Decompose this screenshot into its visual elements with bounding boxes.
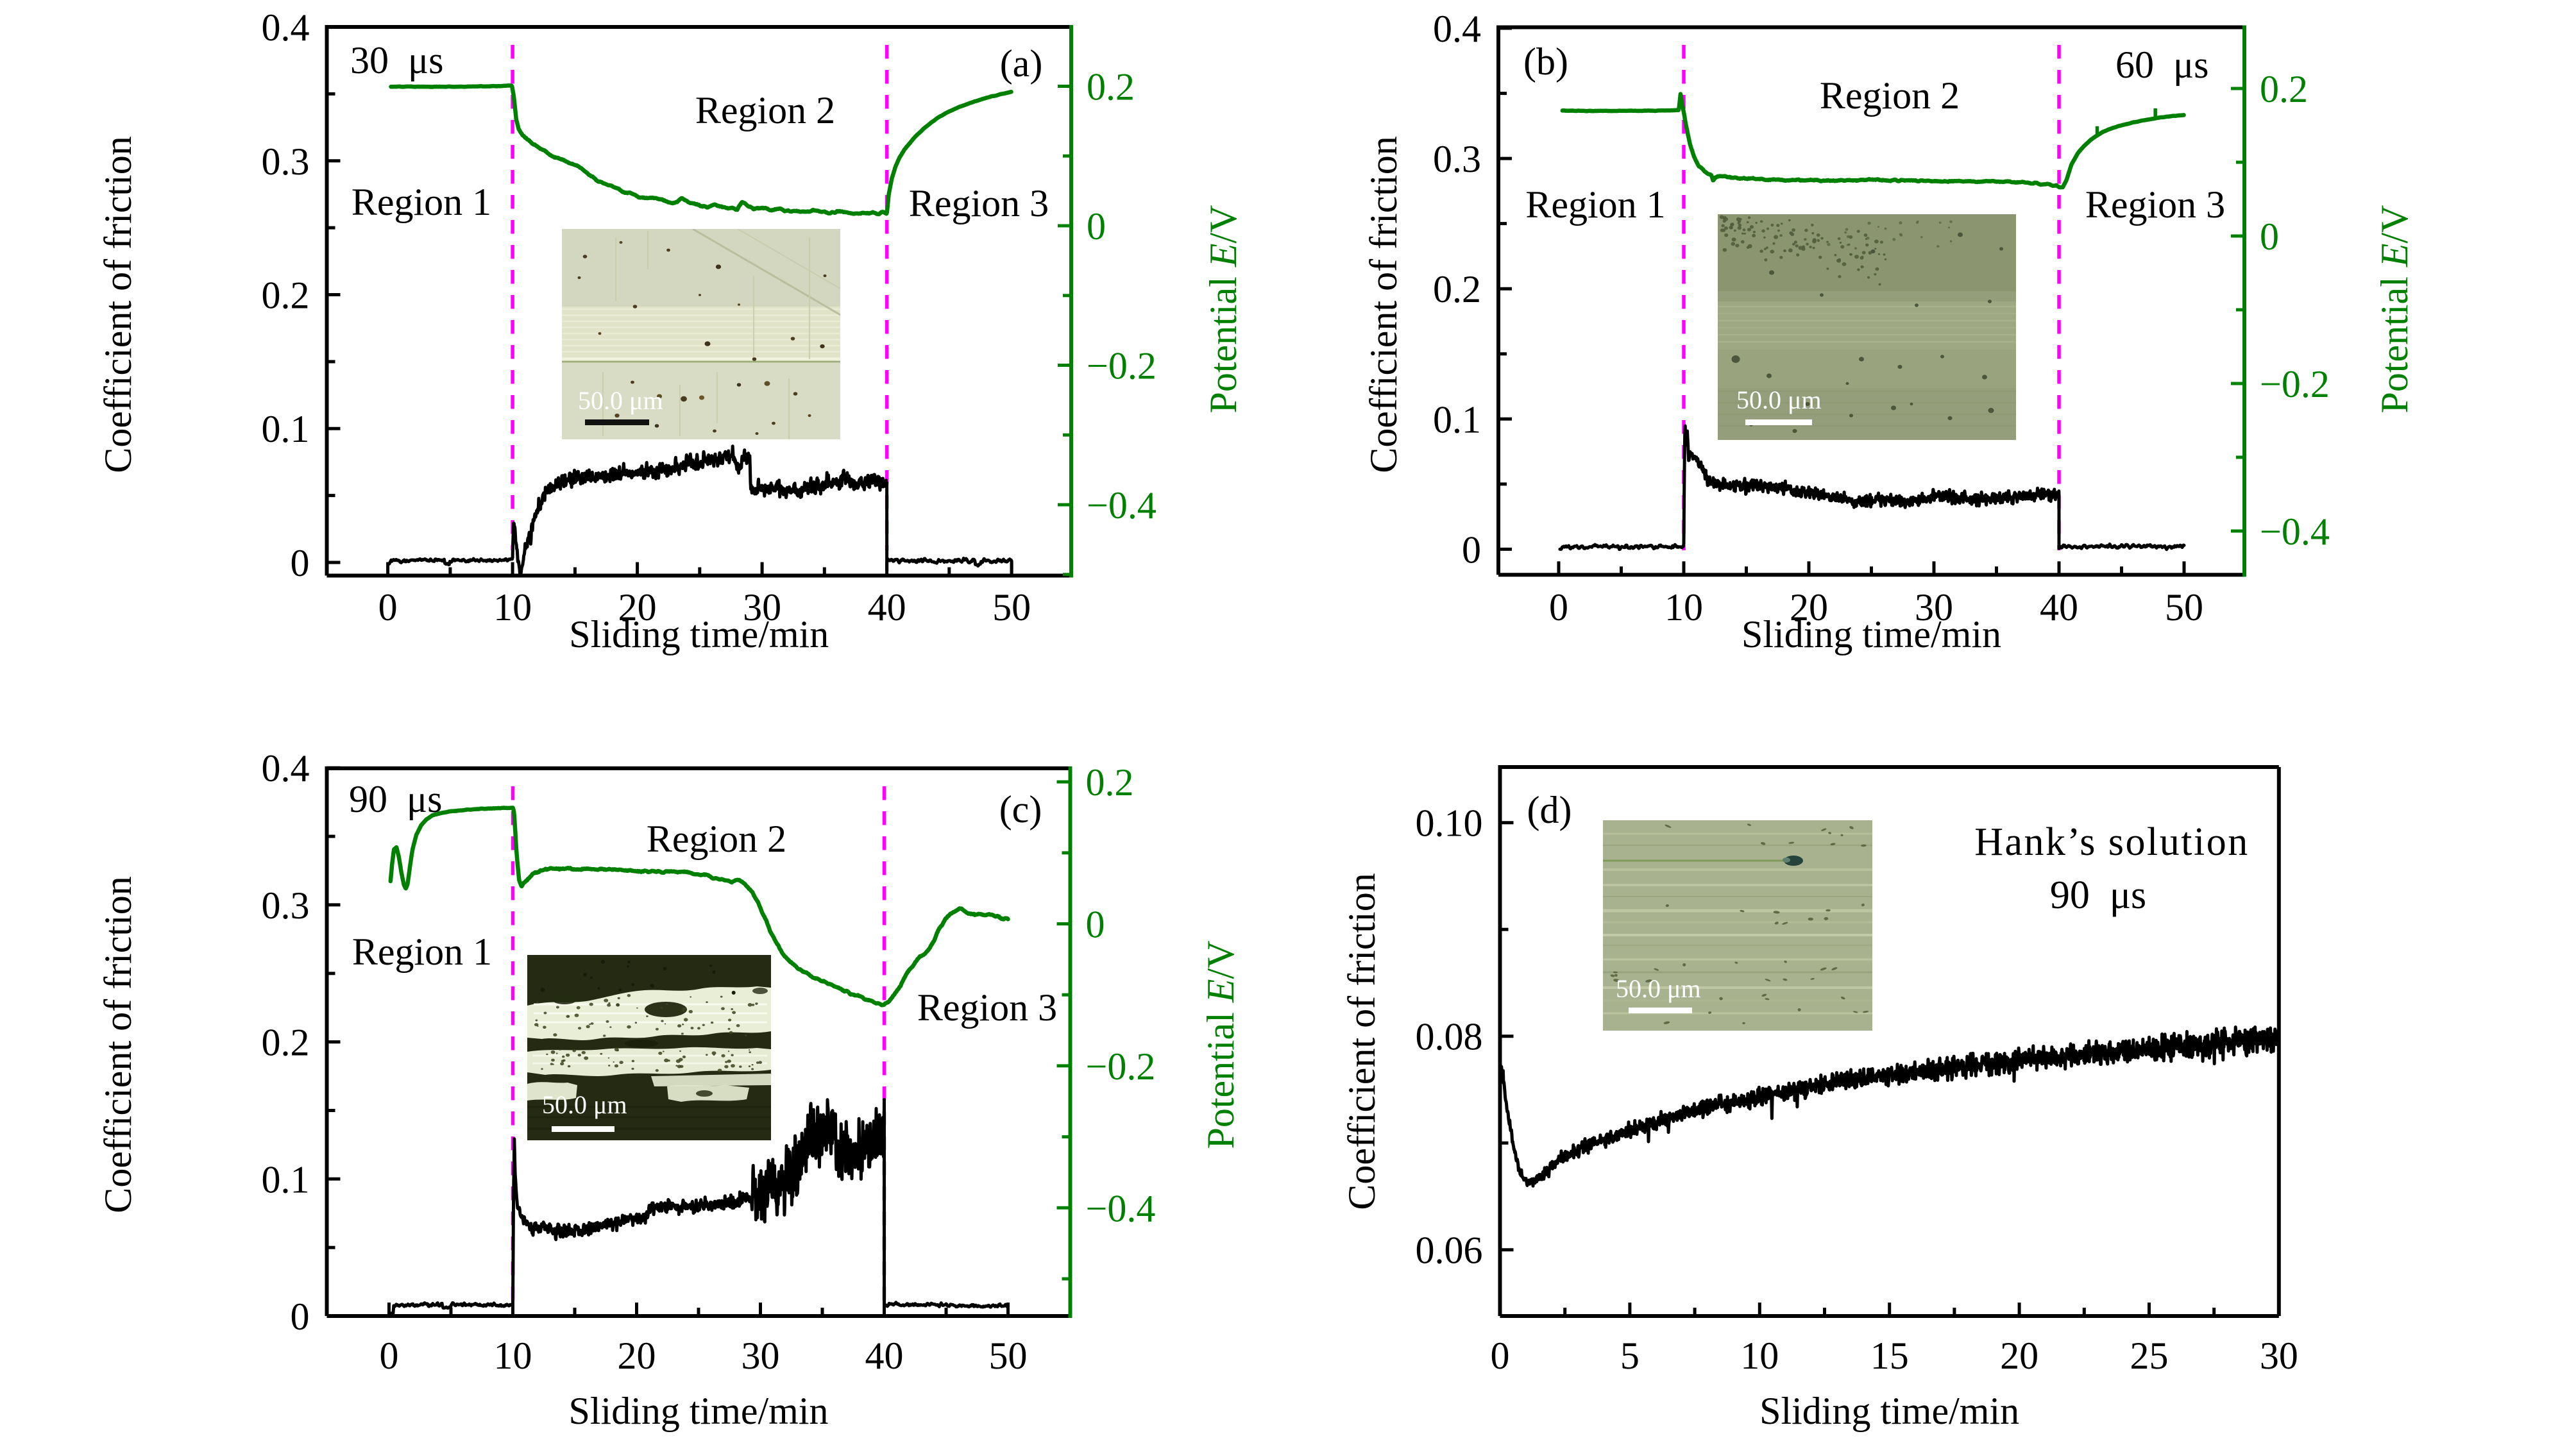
- svg-text:(c): (c): [999, 788, 1042, 831]
- svg-text:0.08: 0.08: [1416, 1016, 1483, 1058]
- svg-text:10: 10: [1740, 1335, 1779, 1377]
- svg-text:90 μs: 90 μs: [349, 778, 443, 820]
- svg-text:Potential E/V: Potential E/V: [1202, 205, 1244, 414]
- svg-text:(b): (b): [1523, 40, 1568, 83]
- svg-text:15: 15: [1870, 1335, 1909, 1377]
- svg-text:Sliding time/min: Sliding time/min: [1759, 1390, 2019, 1432]
- svg-text:0.3: 0.3: [262, 884, 310, 927]
- svg-text:0.2: 0.2: [262, 274, 310, 317]
- svg-text:(a): (a): [1000, 42, 1043, 85]
- svg-text:40: 40: [865, 1335, 904, 1377]
- svg-text:Region 1: Region 1: [352, 181, 491, 223]
- svg-text:Coefficient of friction: Coefficient of friction: [1341, 873, 1383, 1210]
- svg-text:20: 20: [2000, 1335, 2038, 1377]
- svg-text:50.0 μm: 50.0 μm: [1736, 385, 1822, 414]
- svg-text:Region 2: Region 2: [647, 818, 786, 860]
- svg-text:0: 0: [1086, 904, 1105, 946]
- svg-text:0: 0: [1087, 205, 1106, 248]
- svg-text:30: 30: [741, 1335, 780, 1377]
- svg-text:20: 20: [618, 586, 657, 629]
- svg-text:0: 0: [380, 1335, 399, 1377]
- svg-text:0.1: 0.1: [262, 408, 310, 450]
- svg-text:10: 10: [494, 1335, 532, 1377]
- svg-text:0: 0: [1462, 528, 1481, 571]
- svg-text:50: 50: [992, 586, 1031, 629]
- svg-text:Region 3: Region 3: [917, 986, 1057, 1029]
- svg-text:50: 50: [2165, 586, 2203, 629]
- svg-text:(d): (d): [1527, 789, 1572, 831]
- svg-text:10: 10: [493, 586, 532, 629]
- svg-text:−0.4: −0.4: [2260, 511, 2330, 553]
- svg-text:0.06: 0.06: [1416, 1229, 1483, 1272]
- svg-text:Region 2: Region 2: [1820, 74, 1960, 117]
- svg-text:−0.2: −0.2: [1087, 345, 1157, 387]
- svg-text:10: 10: [1665, 586, 1703, 629]
- svg-text:0: 0: [1491, 1335, 1510, 1377]
- svg-text:0.3: 0.3: [1433, 138, 1481, 180]
- svg-text:40: 40: [2040, 586, 2078, 629]
- svg-text:0.2: 0.2: [2260, 68, 2308, 110]
- svg-text:Region 3: Region 3: [909, 182, 1049, 224]
- svg-text:Sliding time/min: Sliding time/min: [1741, 613, 2001, 655]
- svg-text:Region 2: Region 2: [695, 89, 835, 131]
- svg-text:0: 0: [2260, 215, 2279, 258]
- svg-text:0: 0: [291, 542, 310, 584]
- svg-text:0.2: 0.2: [1086, 761, 1134, 804]
- svg-text:60 μs: 60 μs: [2115, 44, 2209, 86]
- svg-text:0.1: 0.1: [262, 1158, 310, 1201]
- svg-text:25: 25: [2130, 1335, 2169, 1377]
- svg-text:−0.2: −0.2: [1086, 1045, 1156, 1088]
- svg-text:0.2: 0.2: [1087, 66, 1135, 108]
- svg-text:0.2: 0.2: [262, 1022, 310, 1064]
- svg-text:Region 1: Region 1: [352, 931, 492, 973]
- svg-text:0: 0: [291, 1295, 310, 1338]
- svg-text:Hank’s solution: Hank’s solution: [1974, 820, 2249, 864]
- svg-text:30: 30: [743, 586, 781, 629]
- svg-text:−0.4: −0.4: [1086, 1187, 1156, 1229]
- svg-text:0.4: 0.4: [1433, 8, 1481, 50]
- svg-text:0.3: 0.3: [262, 140, 310, 183]
- svg-text:0: 0: [1549, 586, 1568, 629]
- svg-text:−0.4: −0.4: [1087, 484, 1157, 527]
- svg-text:90 μs: 90 μs: [2050, 873, 2146, 917]
- svg-text:Potential E/V: Potential E/V: [1199, 941, 1242, 1149]
- svg-text:Sliding time/min: Sliding time/min: [568, 1390, 828, 1432]
- svg-text:30 μs: 30 μs: [350, 39, 444, 81]
- svg-text:0.1: 0.1: [1433, 398, 1481, 441]
- svg-text:50.0 μm: 50.0 μm: [578, 386, 663, 415]
- svg-text:50.0 μm: 50.0 μm: [542, 1090, 627, 1119]
- svg-text:50.0 μm: 50.0 μm: [1616, 974, 1701, 1003]
- svg-text:0.4: 0.4: [262, 6, 310, 49]
- svg-text:0: 0: [378, 586, 398, 629]
- svg-text:40: 40: [868, 586, 906, 629]
- svg-text:Region 1: Region 1: [1525, 183, 1665, 226]
- svg-text:30: 30: [1915, 586, 1953, 629]
- svg-text:0.10: 0.10: [1416, 802, 1483, 845]
- svg-text:20: 20: [1790, 586, 1828, 629]
- svg-text:Region 3: Region 3: [2085, 183, 2225, 226]
- svg-text:Coefficient of friction: Coefficient of friction: [1362, 136, 1405, 473]
- svg-text:20: 20: [618, 1335, 656, 1377]
- svg-text:Potential E/V: Potential E/V: [2373, 205, 2416, 414]
- svg-text:Coefficient of friction: Coefficient of friction: [97, 876, 139, 1213]
- svg-text:50: 50: [989, 1335, 1028, 1377]
- svg-text:Coefficient of friction: Coefficient of friction: [97, 136, 139, 473]
- svg-text:−0.2: −0.2: [2260, 363, 2330, 405]
- svg-text:0.4: 0.4: [262, 747, 310, 789]
- svg-text:Sliding time/min: Sliding time/min: [569, 613, 829, 655]
- svg-text:0.2: 0.2: [1433, 268, 1481, 310]
- svg-text:30: 30: [2260, 1335, 2298, 1377]
- svg-text:5: 5: [1620, 1335, 1640, 1377]
